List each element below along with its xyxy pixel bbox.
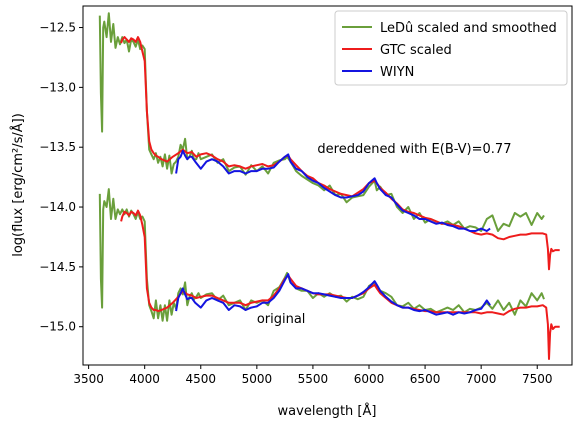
series-line-0-0 [98, 12, 545, 232]
x-axis: 3500 4000 4500 5000 5500 6000 6500 7000 7500 [73, 365, 553, 386]
y-tick-label: −13.0 [39, 80, 76, 94]
y-tick-label: −12.5 [39, 21, 76, 35]
legend-label-gtc: GTC scaled [380, 43, 452, 58]
x-tick-label: 5500 [298, 372, 329, 386]
x-tick-label: 6500 [410, 372, 441, 386]
x-tick-label: 7500 [522, 372, 553, 386]
x-tick-label: 7000 [466, 372, 497, 386]
series-line-1-0 [120, 36, 560, 271]
x-axis-label: wavelength [Å] [278, 403, 377, 419]
y-tick-label: −14.0 [39, 200, 76, 214]
y-tick-label: −13.5 [39, 140, 76, 154]
legend-label-ledu: LeDû scaled and smoothed [380, 21, 557, 36]
legend-label-wiyn: WIYN [380, 65, 414, 80]
x-tick-label: 4000 [129, 372, 160, 386]
y-tick-label: −15.0 [39, 320, 76, 334]
series-line-2-0 [175, 149, 491, 232]
plot-frame [82, 5, 573, 366]
annotation-dereddened: dereddened with E(B-V)=0.77 [317, 142, 511, 157]
legend-box [334, 10, 568, 86]
x-tick-label: 3500 [73, 372, 104, 386]
y-tick-label: −14.5 [39, 260, 76, 274]
legend: LeDû scaled and smoothed GTC scaled WIYN [334, 10, 568, 86]
x-tick-label: 5000 [242, 372, 273, 386]
plot-lines [98, 12, 560, 360]
annotation-original: original [257, 312, 306, 327]
x-tick-label: 6000 [354, 372, 385, 386]
y-axis: −12.5 −13.0 −13.5 −14.0 −14.5 −15.0 [39, 21, 83, 334]
y-axis-label: log(flux [erg/cm²/s/Å]) [10, 113, 26, 257]
x-tick-label: 4500 [185, 372, 216, 386]
series-line-1-1 [120, 209, 560, 360]
series-line-0-1 [98, 188, 545, 322]
series-line-2-1 [175, 273, 491, 316]
